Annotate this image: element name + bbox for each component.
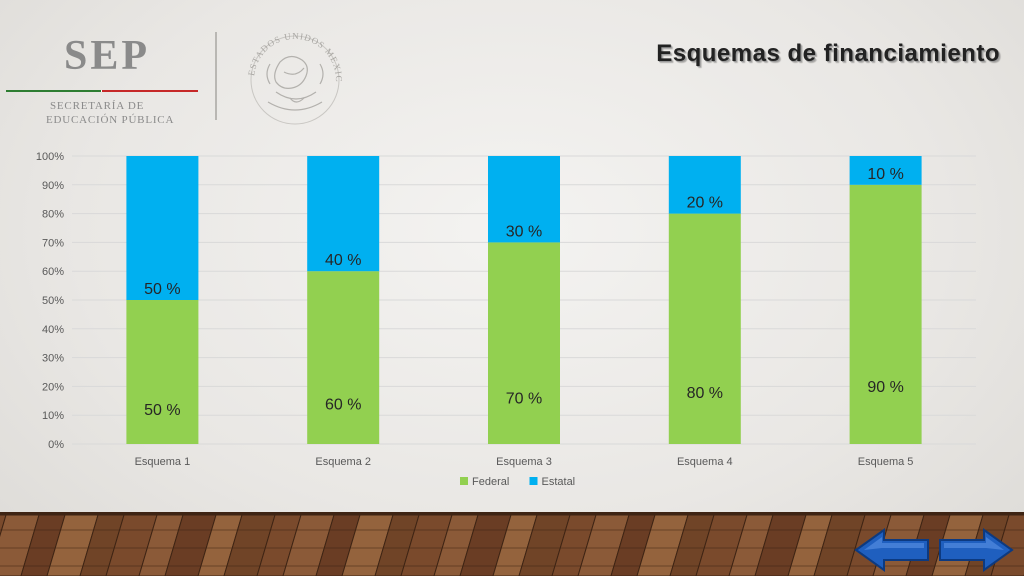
- y-tick-label: 60%: [42, 266, 64, 278]
- logo-stripe-green: [6, 90, 101, 92]
- seal-text: ESTADOS UNIDOS MEXICANOS: [240, 22, 343, 83]
- data-labels: 50 % 50 % 60 % 40 % 70 % 30 % 80 % 20 % 90 % 10 %: [144, 166, 904, 419]
- sep-logo-subtitle-line2: EDUCACIÓN PÚBLICA: [46, 114, 175, 126]
- bar-federal: [668, 213, 741, 444]
- svg-text:ESTADOS UNIDOS MEXICANOS: ESTADOS UNIDOS MEXICANOS: [240, 22, 344, 83]
- sep-logo: SEP SECRETARÍA DE EDUCACIÓN PÚBLICA: [6, 32, 206, 126]
- x-tick-label: Esquema 2: [315, 456, 371, 468]
- bar-estatal: [307, 156, 380, 272]
- y-tick-label: 20%: [42, 381, 64, 393]
- data-label: 20 %: [687, 195, 723, 212]
- sep-logo-subtitle-line1: SECRETARÍA DE: [50, 100, 145, 112]
- stacked-bar-chart: 0%10%20%30%40%50%60%70%80%90%100% 50 %50…: [36, 151, 976, 488]
- chart-legend: Federal Estatal: [460, 476, 575, 488]
- data-label: 80 %: [687, 385, 723, 402]
- logo-stripe-red: [102, 90, 198, 92]
- bar-estatal: [849, 156, 922, 185]
- y-tick-label: 100%: [36, 151, 64, 163]
- legend-swatch: [460, 477, 468, 485]
- bar-federal: [488, 242, 560, 444]
- mexico-seal-icon: ESTADOS UNIDOS MEXICANOS: [240, 22, 344, 125]
- data-label: 40 %: [325, 252, 361, 269]
- data-label: 70 %: [506, 391, 542, 408]
- bar-federal: [849, 184, 922, 445]
- y-tick-label: 50%: [42, 295, 64, 307]
- bar-federal: [126, 300, 199, 444]
- y-tick-label: 70%: [42, 237, 64, 249]
- y-tick-label: 30%: [42, 353, 64, 365]
- y-tick-label: 90%: [42, 180, 64, 192]
- logo-stripe-white: [101, 90, 102, 92]
- y-tick-label: 80%: [42, 209, 64, 221]
- bar-estatal: [668, 156, 741, 214]
- x-tick-label: Esquema 4: [677, 456, 733, 468]
- sep-logo-text: SEP: [64, 33, 151, 79]
- legend-label: Federal: [472, 476, 509, 488]
- x-tick-label: Esquema 3: [496, 456, 552, 468]
- header-logos: SEP SECRETARÍA DE EDUCACIÓN PÚBLICA ESTA…: [0, 14, 360, 126]
- x-axis-categories: Esquema 1 Esquema 2 Esquema 3 Esquema 4 Esqu…: [135, 456, 914, 468]
- bar-estatal: [126, 156, 199, 300]
- data-label: 60 %: [325, 396, 361, 413]
- data-label: 30 %: [506, 223, 542, 240]
- legend-label: Estatal: [542, 476, 576, 488]
- arrow-right-icon: [939, 528, 1014, 572]
- arrow-left-icon: [854, 528, 929, 572]
- y-tick-label: 0%: [48, 439, 64, 451]
- legend-swatch: [529, 477, 538, 485]
- bar-federal: [307, 271, 380, 444]
- slide-title: Esquemas de financiamiento: [656, 40, 1000, 67]
- y-tick-label: 10%: [42, 410, 64, 422]
- logo-divider: [215, 32, 217, 120]
- data-label: 10 %: [867, 166, 903, 183]
- chart-bars: [126, 156, 922, 445]
- prev-slide-button[interactable]: [854, 528, 930, 572]
- y-axis-ticks: 0% 10% 20% 30% 40% 50% 60% 70% 80% 90% 100%: [36, 151, 64, 451]
- bar-estatal: [488, 156, 560, 243]
- data-label: 50 %: [144, 281, 180, 298]
- data-label: 90 %: [867, 379, 903, 396]
- x-tick-label: Esquema 5: [858, 456, 914, 468]
- data-label: 50 %: [144, 402, 180, 419]
- x-tick-label: Esquema 1: [135, 456, 191, 468]
- next-slide-button[interactable]: [938, 528, 1014, 572]
- y-tick-label: 40%: [42, 324, 64, 336]
